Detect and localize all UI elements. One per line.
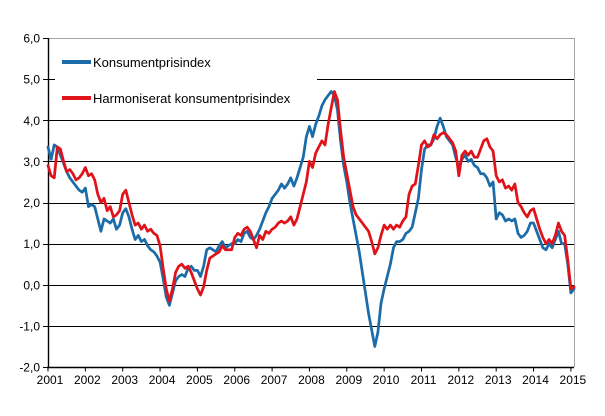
- x-tick-label: 2011: [411, 373, 437, 387]
- legend-item-konsumentprisindex: Konsumentprisindex: [55, 44, 317, 80]
- x-tick-label: 2008: [298, 373, 325, 387]
- x-tick-label: 2006: [223, 373, 250, 387]
- x-tick-label: 2001: [37, 373, 64, 387]
- y-tick-label: 5,0: [23, 73, 40, 87]
- y-tick-label: 0,0: [23, 278, 40, 292]
- series-line-0: [46, 90, 576, 348]
- y-tick-label: 6,0: [23, 32, 40, 46]
- x-tick-label: 2013: [485, 373, 512, 387]
- x-tick-label: 2004: [149, 373, 176, 387]
- y-tick-label: 4,0: [23, 114, 40, 128]
- x-tick-label: 2010: [373, 373, 400, 387]
- y-tick-label: 3,0: [23, 155, 40, 169]
- x-tick-label: 2002: [74, 373, 101, 387]
- konsumentprisindex-line-swatch: [62, 60, 91, 64]
- harmoniserat-konsumentprisindex-line-swatch: [62, 96, 91, 100]
- x-tick-label: 2007: [261, 373, 288, 387]
- x-tick-label: 2012: [447, 373, 474, 387]
- legend-label-konsumentprisindex: Konsumentprisindex: [93, 54, 211, 70]
- y-tick-label: 2,0: [23, 196, 40, 210]
- x-tick-label: 2005: [186, 373, 213, 387]
- x-tick-label: 2009: [335, 373, 362, 387]
- x-tick-label: 2015: [560, 373, 587, 387]
- y-tick-label: -1,0: [19, 319, 40, 333]
- y-axis-ticks: 6,0 5,0 4,0 3,0 2,0 1,0 0,0 -1,0 -2,0: [19, 32, 48, 375]
- x-tick-label: 2003: [111, 373, 138, 387]
- legend-label-harmoniserat-konsumentprisindex: Harmoniserat konsumentprisindex: [93, 90, 291, 106]
- x-axis-ticks: 2001 2002 2003 2004 2005 2006 2007 2008 2009 2010…: [37, 367, 587, 387]
- y-tick-label: 1,0: [23, 237, 40, 251]
- x-tick-label: 2014: [522, 373, 549, 387]
- series-line-1: [46, 90, 576, 303]
- y-tick-label: -2,0: [19, 361, 40, 375]
- legend: Konsumentprisindex Harmoniserat konsumen…: [55, 44, 317, 116]
- legend-item-harmoniserat-konsumentprisindex: Harmoniserat konsumentprisindex: [55, 80, 317, 116]
